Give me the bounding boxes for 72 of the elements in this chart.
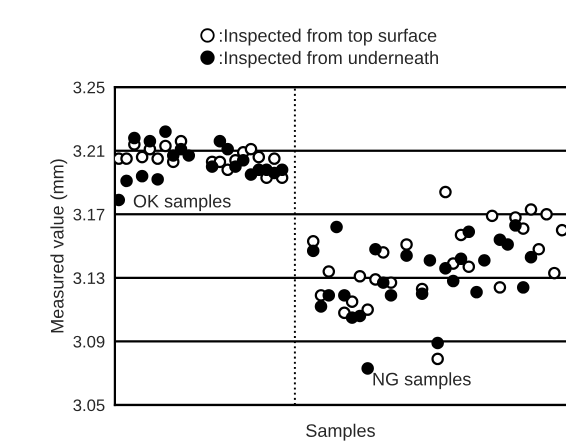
point — [174, 142, 188, 156]
y-tick-label: 3.09 — [73, 336, 104, 348]
point — [144, 134, 156, 148]
point — [416, 287, 428, 300]
y-tick-label: 3.05 — [73, 399, 104, 412]
point — [548, 266, 561, 280]
point — [151, 152, 164, 165]
point — [524, 203, 538, 216]
legend-label: :Inspected from top surface — [220, 28, 436, 46]
point — [354, 270, 366, 283]
point — [400, 249, 413, 262]
point — [376, 276, 390, 289]
point — [276, 164, 288, 176]
point — [478, 254, 491, 267]
point — [424, 254, 436, 267]
x-axis-title: Samples — [306, 424, 375, 441]
point — [128, 132, 141, 144]
point — [346, 295, 358, 308]
point — [361, 362, 374, 375]
point — [361, 303, 374, 316]
y-tick-label: 3.13 — [73, 272, 104, 284]
point — [532, 242, 546, 256]
point — [151, 173, 164, 186]
point — [470, 286, 483, 298]
point — [314, 300, 328, 313]
point — [244, 142, 258, 156]
point — [159, 125, 172, 138]
legend-label: :Inspected from underneath — [220, 50, 438, 68]
y-tick-label: 3.25 — [73, 82, 104, 94]
point — [330, 220, 343, 234]
point — [454, 252, 468, 266]
y-axis-title: Measured value (mm) — [50, 159, 68, 332]
point — [268, 152, 281, 165]
point — [206, 160, 218, 173]
point — [354, 310, 366, 322]
point — [252, 150, 266, 164]
point — [439, 262, 452, 275]
point — [446, 274, 460, 288]
point — [136, 170, 148, 182]
y-tick-label: 3.21 — [73, 145, 104, 157]
point — [439, 186, 452, 198]
point — [384, 289, 398, 302]
point — [166, 149, 180, 162]
point — [400, 238, 413, 251]
annotation: NG samples — [374, 372, 471, 390]
point — [136, 150, 148, 164]
point — [486, 210, 498, 222]
point — [182, 149, 196, 162]
point — [501, 238, 514, 251]
point — [120, 174, 133, 188]
point — [369, 242, 382, 256]
point — [462, 260, 476, 273]
point — [214, 134, 226, 148]
point — [494, 281, 506, 294]
point — [509, 219, 522, 232]
point — [524, 250, 538, 264]
annotation: OK samples — [134, 194, 231, 212]
point — [516, 281, 530, 294]
point — [338, 289, 351, 302]
point — [462, 226, 476, 238]
point — [431, 352, 444, 366]
point — [306, 244, 320, 258]
point — [120, 152, 133, 165]
point — [229, 160, 242, 173]
y-tick-label: 3.17 — [73, 208, 104, 220]
point — [322, 265, 336, 278]
point — [540, 208, 553, 221]
point — [221, 142, 234, 156]
point — [159, 140, 172, 152]
point — [431, 336, 444, 350]
point — [236, 154, 250, 167]
point — [322, 289, 336, 302]
